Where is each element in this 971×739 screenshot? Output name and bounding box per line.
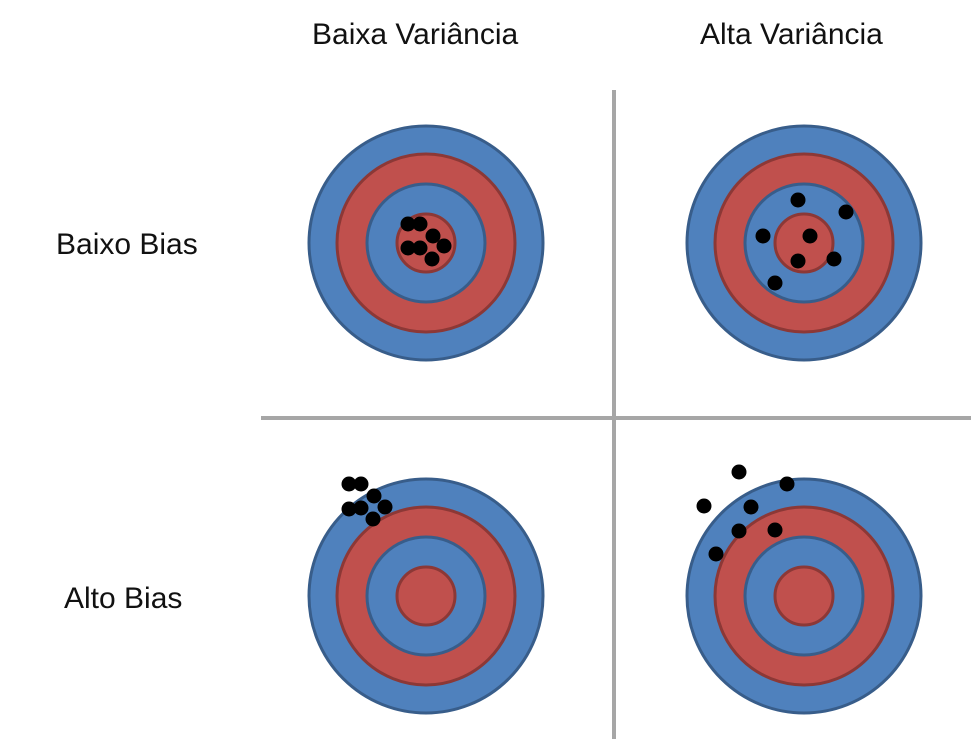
- shot-marker: [400, 216, 416, 232]
- target-high-bias-high-variance: [685, 464, 923, 715]
- shot-marker: [731, 464, 747, 480]
- bullseye: [773, 212, 835, 274]
- shot-marker: [436, 238, 452, 254]
- shot-marker: [377, 499, 393, 515]
- shot-marker: [353, 500, 369, 516]
- shot-marker: [731, 523, 747, 539]
- shot-marker: [366, 488, 382, 504]
- shot-marker: [424, 251, 440, 267]
- shot-marker: [412, 240, 428, 256]
- shot-marker: [779, 476, 795, 492]
- shot-marker: [767, 522, 783, 538]
- shot-marker: [425, 228, 441, 244]
- target-low-bias-high-variance: [685, 124, 923, 362]
- shot-marker: [365, 511, 381, 527]
- shot-marker: [400, 240, 416, 256]
- shot-marker: [412, 216, 428, 232]
- shot-marker: [755, 228, 771, 244]
- shot-marker: [790, 192, 806, 208]
- shot-marker: [341, 476, 357, 492]
- shot-marker: [802, 228, 818, 244]
- shot-marker: [743, 499, 759, 515]
- shot-marker: [826, 251, 842, 267]
- row-header-high-bias: Alto Bias: [64, 582, 183, 615]
- shot-marker: [341, 501, 357, 517]
- shot-marker: [708, 546, 724, 562]
- shot-marker: [767, 275, 783, 291]
- target-low-bias-low-variance: [307, 124, 545, 362]
- bullseye: [773, 565, 835, 627]
- shot-marker: [353, 476, 369, 492]
- bullseye: [395, 565, 457, 627]
- target-high-bias-low-variance: [307, 476, 545, 715]
- shot-marker: [790, 253, 806, 269]
- row-header-low-bias: Baixo Bias: [56, 228, 198, 261]
- column-header-low-variance: Baixa Variância: [312, 18, 519, 51]
- shot-marker: [696, 498, 712, 514]
- column-header-high-variance: Alta Variância: [700, 18, 883, 51]
- shot-marker: [838, 204, 854, 220]
